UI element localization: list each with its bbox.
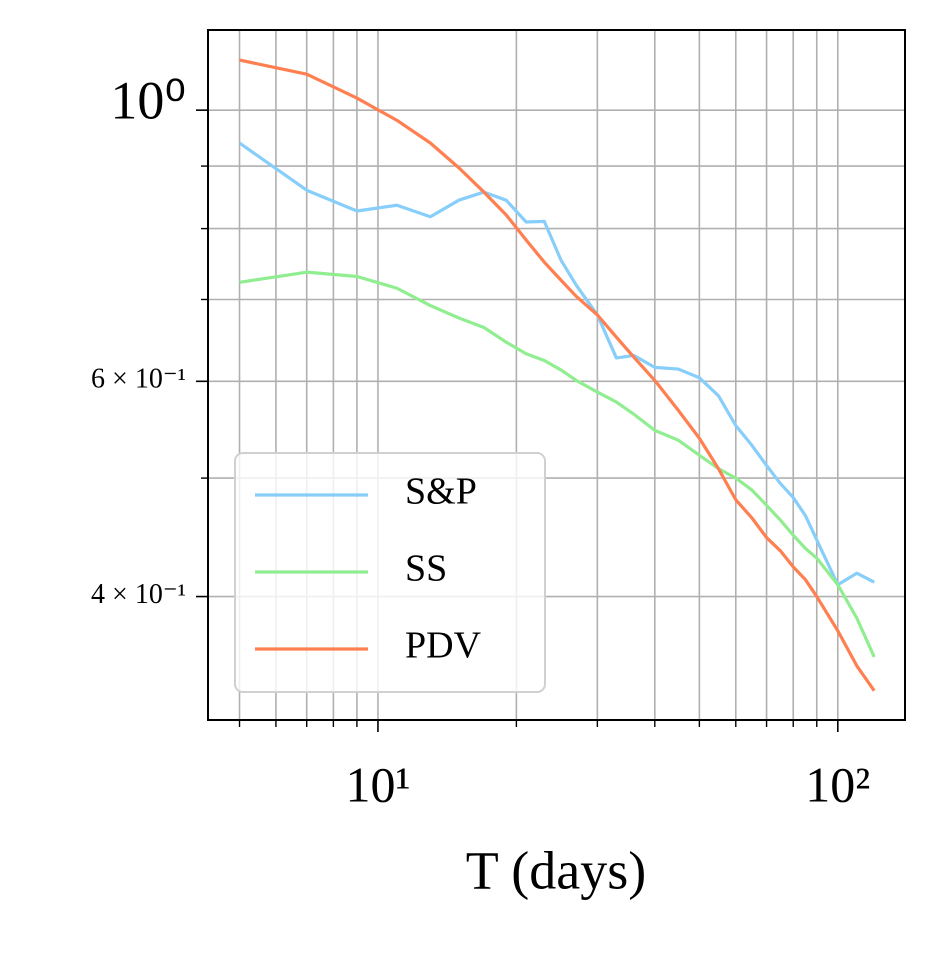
plot-frame [207, 29, 906, 721]
x-tick-label: 10² [805, 756, 870, 812]
x-axis-label: T (days) [466, 840, 646, 900]
x-tick-label: 10¹ [345, 756, 410, 812]
plot-lines [238, 58, 876, 692]
legend-label: S&P [405, 471, 477, 513]
legend-box [234, 452, 546, 693]
legend-label: PDV [405, 625, 482, 667]
y-tick-label: 6 × 10⁻¹ [91, 364, 186, 395]
series-line [239, 270, 876, 658]
y-tick-label: 4 × 10⁻¹ [91, 579, 186, 610]
legend-label: SS [405, 548, 447, 590]
y-tick-label: 10⁰ [110, 71, 186, 131]
series-line [239, 58, 876, 692]
